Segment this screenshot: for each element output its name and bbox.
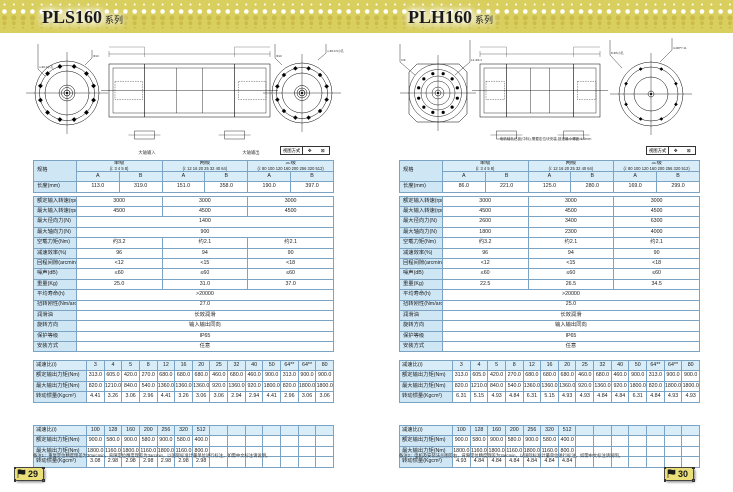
svg-text:4-M8*7.11: 4-M8*7.11 bbox=[673, 46, 687, 50]
svg-text:CΦ: CΦ bbox=[401, 58, 406, 62]
svg-text:Φ13: Φ13 bbox=[93, 54, 99, 58]
svg-text:12-Φ6.4: 12-Φ6.4 bbox=[471, 58, 482, 62]
svg-text:8-Φ6小孔: 8-Φ6小孔 bbox=[611, 50, 624, 55]
svg-text:n-Φ10.5小孔: n-Φ10.5小孔 bbox=[327, 48, 344, 53]
svg-text:n-Φ13小孔: n-Φ13小孔 bbox=[39, 64, 53, 69]
svg-text:Φ10: Φ10 bbox=[276, 54, 282, 58]
